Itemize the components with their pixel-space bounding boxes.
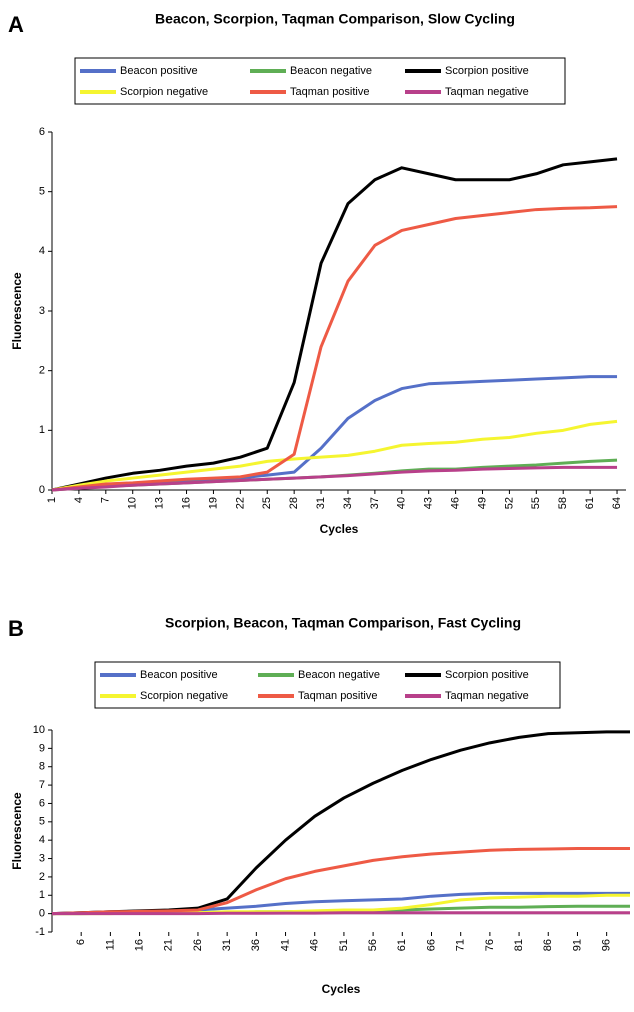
series-line [52,911,630,916]
y-tick-label: 9 [39,742,45,754]
y-axis-label: Fluorescence [10,792,24,870]
x-tick-label: 46 [309,939,321,951]
legend-box [94,661,561,709]
y-tick-label: 8 [39,761,45,773]
series-line [51,730,630,916]
legend-label: Scorpion negative [140,690,228,702]
legend-label: Taqman positive [290,86,370,98]
y-tick-label: 4 [39,834,45,846]
legend-label: Taqman negative [445,690,529,702]
legend-label: Scorpion positive [445,65,529,77]
x-tick-label: 21 [163,939,175,951]
x-tick-label: 46 [450,497,462,509]
x-tick-label: 49 [476,497,488,509]
x-tick-label: 6 [75,939,87,945]
panel-letter: A [8,12,24,37]
x-tick-label: 34 [342,497,354,509]
x-tick-label: 76 [484,939,496,951]
x-tick-label: 96 [601,939,613,951]
x-tick-label: 40 [396,497,408,509]
chart-title: Scorpion, Beacon, Taqman Comparison, Fas… [165,615,521,631]
x-tick-label: 61 [584,497,596,509]
y-tick-label: -1 [35,926,45,938]
x-tick-label: 56 [367,939,379,951]
x-tick-label: 58 [557,497,569,509]
x-tick-label: 25 [261,497,273,509]
legend-label: Scorpion positive [445,669,529,681]
x-tick-label: 91 [571,939,583,951]
series-line [51,205,618,492]
y-tick-label: 6 [39,797,45,809]
y-axis-label: Fluorescence [10,272,24,350]
series-line [51,846,630,916]
x-tick-label: 28 [288,497,300,509]
x-tick-label: 52 [503,497,515,509]
legend-label: Taqman negative [445,86,529,98]
x-tick-label: 86 [542,939,554,951]
y-tick-label: 3 [39,305,45,317]
x-tick-label: 19 [207,497,219,509]
x-tick-label: 55 [530,497,542,509]
x-tick-label: 41 [279,939,291,951]
x-tick-label: 71 [455,939,467,951]
y-tick-label: 2 [39,365,45,377]
x-tick-label: 51 [338,939,350,951]
y-tick-label: 3 [39,852,45,864]
chart-title: Beacon, Scorpion, Taqman Comparison, Slo… [155,11,515,27]
x-tick-label: 36 [250,939,262,951]
x-tick-label: 64 [611,497,623,509]
x-tick-label: 61 [396,939,408,951]
x-tick-label: 22 [234,497,246,509]
x-axis-label: Cycles [322,982,361,996]
y-tick-label: 5 [39,816,45,828]
x-tick-label: 66 [425,939,437,951]
series-line [51,419,618,492]
y-tick-label: 6 [39,126,45,138]
legend-label: Beacon negative [290,65,372,77]
legend-label: Beacon negative [298,669,380,681]
x-tick-label: 11 [104,939,116,950]
legend-label: Taqman positive [298,690,378,702]
series-line [51,157,618,492]
y-tick-label: 0 [39,908,45,920]
series-line [51,465,618,492]
y-tick-label: 1 [39,424,45,436]
legend-label: Beacon positive [140,669,218,681]
legend-box [74,57,566,105]
legend-label: Scorpion negative [120,86,208,98]
x-tick-label: 13 [154,497,166,509]
y-tick-label: 10 [33,724,45,736]
x-tick-label: 10 [127,497,139,509]
x-tick-label: 43 [423,497,435,509]
x-tick-label: 31 [221,939,233,951]
y-tick-label: 5 [39,186,45,198]
y-tick-label: 7 [39,779,45,791]
y-tick-label: 2 [39,871,45,883]
x-tick-label: 16 [133,939,145,951]
y-tick-label: 1 [39,889,45,901]
x-tick-label: 7 [100,497,112,503]
panel-letter: B [8,616,24,641]
y-tick-label: 4 [39,245,45,257]
x-tick-label: 31 [315,497,327,509]
x-tick-label: 81 [513,939,525,951]
legend-label: Beacon positive [120,65,198,77]
x-tick-label: 37 [369,497,381,509]
x-tick-label: 16 [180,497,192,509]
x-tick-label: 26 [192,939,204,951]
x-axis-label: Cycles [320,522,359,536]
x-tick-label: 4 [73,497,85,503]
y-tick-label: 0 [39,484,45,496]
x-tick-label: 1 [46,497,58,503]
